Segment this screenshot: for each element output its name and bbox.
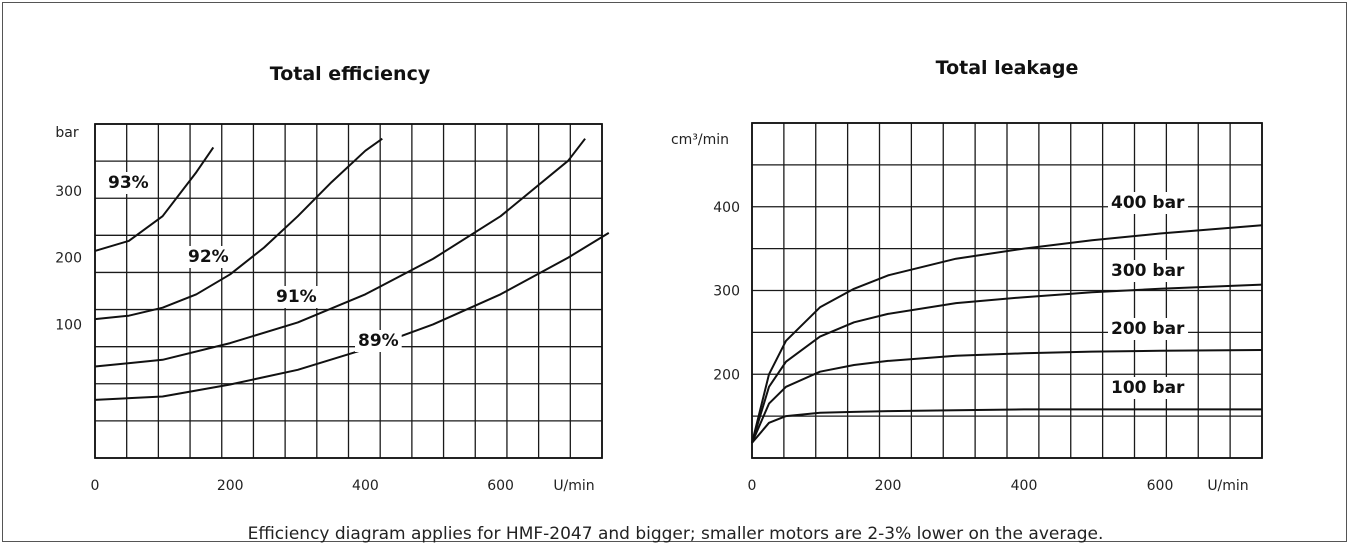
- series-label: 89%: [358, 331, 399, 351]
- series-label-background: [273, 286, 320, 308]
- series-label-background: [1108, 318, 1189, 340]
- x-tick-label: 200: [875, 478, 902, 494]
- series-line: [751, 349, 1263, 444]
- series-label: 100 bar: [1111, 378, 1185, 398]
- series-line: [751, 408, 1262, 444]
- series-label: 400 bar: [1111, 193, 1185, 213]
- series-label: 91%: [276, 287, 317, 307]
- x-tick-label: 0: [91, 478, 100, 494]
- plot-border: [94, 123, 603, 459]
- plot-border: [751, 122, 1263, 459]
- x-tick-label: 600: [1147, 478, 1174, 494]
- y-tick-label: 300: [713, 284, 740, 300]
- grid: [94, 123, 603, 459]
- y-tick-label: 100: [55, 317, 82, 333]
- series-line: [751, 224, 1263, 444]
- y-tick-label: 200: [713, 367, 740, 383]
- efficiency-chart-title: Total efficiency: [269, 63, 431, 85]
- series-label-background: [355, 330, 402, 352]
- series-label: 300 bar: [1111, 261, 1185, 281]
- footnote: Efficiency diagram applies for HMF-2047 …: [247, 524, 1104, 544]
- series-line: [94, 138, 586, 368]
- series-label-background: [185, 246, 232, 268]
- x-tick-label: 0: [748, 478, 757, 494]
- x-tick-label: 600: [487, 478, 514, 494]
- series-line: [94, 137, 383, 321]
- leakage-chart: 0 200 400 600 200 300 400 cm³/min U/min 400 bar 30…: [671, 122, 1263, 494]
- y-tick-label: 300: [55, 184, 82, 200]
- grid: [751, 122, 1263, 459]
- x-axis-label: U/min: [553, 478, 594, 494]
- y-axis-label: bar: [55, 125, 78, 141]
- x-axis-label: U/min: [1207, 478, 1248, 494]
- series-line: [751, 283, 1263, 444]
- y-axis-label: cm³/min: [671, 132, 729, 148]
- series-label-background: [1108, 192, 1189, 214]
- y-tick-label: 200: [55, 251, 82, 267]
- y-tick-label: 400: [713, 200, 740, 216]
- x-tick-label: 400: [352, 478, 379, 494]
- series-label-background: [1108, 260, 1189, 282]
- series-label-background: [1108, 377, 1189, 399]
- series-line: [94, 232, 610, 401]
- series-label: 92%: [188, 247, 229, 267]
- x-tick-label: 400: [1011, 478, 1038, 494]
- series-line: [94, 146, 215, 252]
- x-tick-label: 200: [217, 478, 244, 494]
- series-label: 93%: [108, 173, 149, 193]
- series-label: 200 bar: [1111, 319, 1185, 339]
- efficiency-chart: 0 200 400 600 100 200 300 bar U/min 93% 92% 91% 89%: [55, 123, 610, 494]
- leakage-chart-title: Total leakage: [935, 57, 1079, 79]
- series-label-background: [105, 172, 152, 194]
